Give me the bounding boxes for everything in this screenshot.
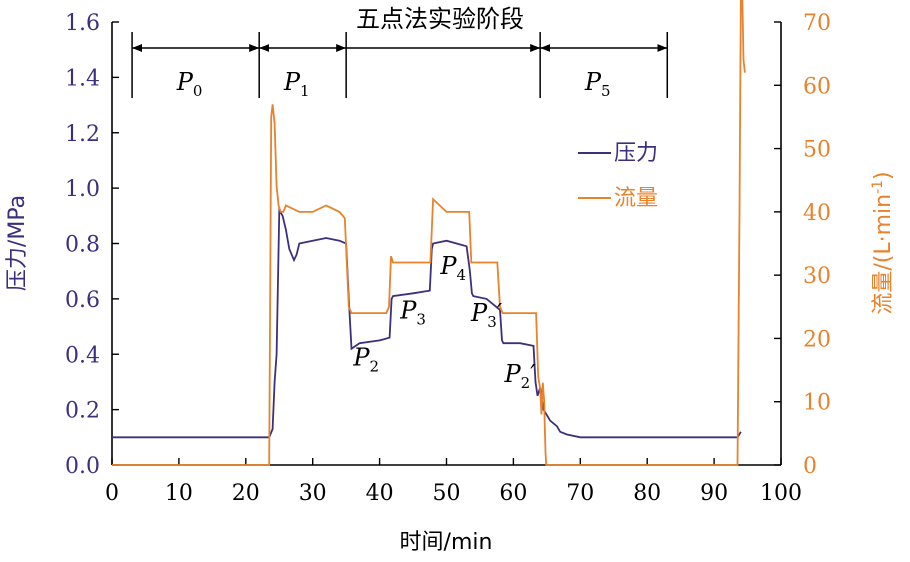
phase-label-main: P [176, 68, 194, 96]
flow-series [112, 0, 746, 466]
phase-label-sub: 5 [601, 82, 611, 100]
phase-label-main: P [283, 68, 301, 96]
phase-label-sub: 1 [300, 82, 310, 100]
x-tick-label: 10 [165, 481, 193, 506]
phase-label: P0 [176, 68, 203, 100]
point-label-main: P [352, 343, 370, 371]
flow-line [112, 0, 746, 466]
x-axis-label: 时间/min [400, 530, 493, 555]
point-label-prime: ′ [530, 360, 536, 388]
plot-frame [111, 22, 782, 466]
point-label-prime: ′ [497, 299, 503, 327]
x-tick-label: 0 [105, 481, 119, 506]
point-label: P2′ [504, 360, 537, 392]
y-right-tick-label: 70 [803, 11, 831, 36]
y-right-tick-label: 60 [803, 74, 831, 99]
phase-label: P1 [283, 68, 310, 100]
y-right-tick-label: 10 [803, 391, 831, 416]
y-left-tick-label: 1.4 [65, 66, 100, 91]
y-left-tick-label: 0.6 [65, 288, 100, 313]
legend: 压力 流量 [578, 141, 658, 211]
point-label: P3′ [470, 299, 503, 331]
phase-label: P5 [584, 68, 611, 100]
pressure-line [112, 207, 742, 439]
y-left-tick-label: 0.4 [65, 343, 100, 368]
phase-label-sub: 0 [193, 82, 203, 100]
pressure-series [112, 207, 742, 439]
y-right-tick-label: 50 [803, 138, 831, 163]
chart-title: 五点法实验阶段 [356, 5, 524, 33]
y-right-tick-label: 40 [803, 201, 831, 226]
point-label-sub: 2 [370, 357, 380, 375]
point-label-sub: 2 [521, 374, 531, 392]
x-tick-label: 60 [499, 481, 527, 506]
x-tick-label: 90 [700, 481, 728, 506]
left-y-axis-label: 压力/MPa [5, 195, 30, 291]
legend-label-pressure: 压力 [614, 141, 658, 166]
point-label-sub: 4 [456, 266, 466, 284]
point-label: P2 [352, 343, 379, 375]
x-tick-label: 30 [299, 481, 327, 506]
y-right-tick-label: 30 [803, 264, 831, 289]
right-y-axis-label: 流量/(L·min-1) [870, 171, 896, 314]
x-tick-label: 100 [760, 481, 802, 506]
phase-label-main: P [584, 68, 602, 96]
y-left-tick-label: 1.2 [65, 122, 100, 147]
point-label-sub: 3 [487, 313, 497, 331]
y-left-tick-label: 1.6 [65, 11, 100, 36]
point-label-sub: 3 [416, 310, 426, 328]
x-tick-label: 20 [232, 481, 260, 506]
y-right-tick-label: 20 [803, 327, 831, 352]
point-label-main: P [399, 296, 417, 324]
point-label-main: P [504, 360, 522, 388]
x-tick-label: 70 [566, 481, 594, 506]
y-left-tick-label: 0.8 [65, 233, 100, 258]
x-tick-label: 50 [433, 481, 461, 506]
legend-label-flow: 流量 [614, 186, 658, 211]
y-left-tick-label: 1.0 [65, 177, 100, 202]
y-left-tick-label: 0.2 [65, 399, 100, 424]
x-tick-label: 80 [633, 481, 661, 506]
y-right-tick-label: 0 [803, 454, 817, 479]
y-left-tick-label: 0.0 [65, 454, 100, 479]
point-label-main: P [470, 299, 488, 327]
point-label: P3 [399, 296, 426, 328]
point-label-main: P [439, 252, 457, 280]
x-tick-label: 40 [366, 481, 394, 506]
phase-annotations: P0 P1 P5 [131, 32, 669, 100]
point-label: P4 [439, 252, 466, 284]
axis-ticks: 0 10 20 30 40 50 60 70 80 90 1000.00.20.40.60.81.0… [65, 11, 831, 506]
